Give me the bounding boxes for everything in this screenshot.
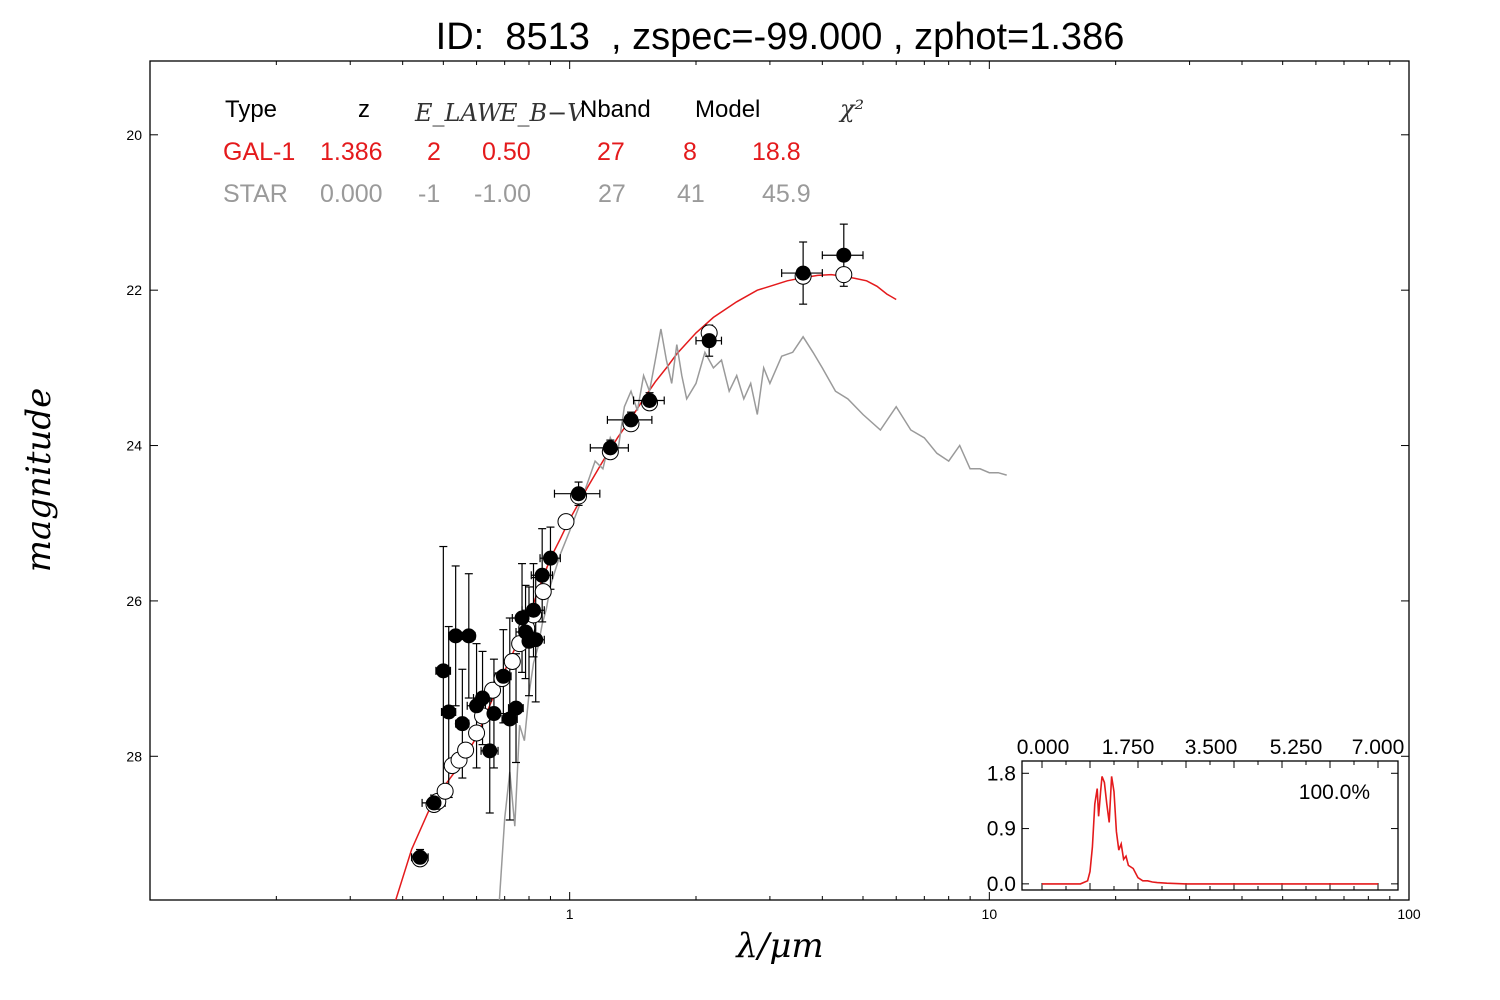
model-lines [394, 273, 1007, 900]
row-star-model: 41 [677, 180, 705, 208]
x-tick-label: 1 [566, 906, 574, 922]
row-gal-elaw: 2 [427, 138, 441, 166]
model-photometry-point [557, 513, 575, 531]
row-gal-chi2: 18.8 [752, 138, 801, 166]
inset-x-tick-label: 0.000 [1017, 736, 1070, 759]
observed-point [642, 392, 658, 408]
table-row-star: STAR 0.000 -1 -1.00 27 41 45.9 [223, 180, 811, 208]
row-star-ebv: -1.00 [474, 180, 531, 208]
observed-point [795, 265, 811, 281]
table-header-type: Type [225, 96, 277, 123]
observed-point [482, 743, 498, 759]
y-tick-label: 26 [126, 593, 142, 609]
observed-point [623, 412, 639, 428]
observed-point [475, 690, 491, 706]
observed-point [602, 440, 618, 456]
inset-pdf-curve [1042, 776, 1378, 885]
y-tick-label: 22 [126, 282, 142, 298]
observed-point [508, 700, 524, 716]
row-star-z: 0.000 [320, 180, 383, 208]
observed-point [534, 567, 550, 583]
inset-x-tick-label: 7.000 [1352, 736, 1405, 759]
y-axis-label: magnitude [19, 388, 59, 573]
table-row-gal: GAL-1 1.386 2 0.50 27 8 18.8 [223, 138, 801, 166]
y-tick-label: 20 [126, 127, 142, 143]
row-star-nband: 27 [598, 180, 626, 208]
table-header-model: Model [695, 96, 760, 123]
observed-point [412, 849, 428, 865]
inset-pdf-line [1042, 776, 1378, 885]
observed-point [701, 333, 717, 349]
inset-axis-ticks: 0.000 1.750 3.500 5.250 7.000 0.0 0.9 1.8 [987, 736, 1404, 896]
observed-point [435, 663, 451, 679]
table-header-ebv: E_B−V [499, 99, 587, 127]
fit-table: Type z E_LAW E_B−V Nband Model χ² GAL-1 … [223, 95, 864, 208]
row-gal-z: 1.386 [320, 138, 383, 166]
model-photometry-point [835, 266, 853, 284]
chart-title: ID: 8513 , zspec=-99.000 , zphot=1.386 [435, 16, 1125, 58]
row-gal-ebv: 0.50 [482, 138, 531, 166]
model-photometry-point [457, 741, 475, 759]
inset-y-tick-label: 0.0 [987, 873, 1016, 896]
x-tick-label: 10 [982, 906, 998, 922]
row-star-chi2: 45.9 [762, 180, 811, 208]
plot-frame [149, 60, 1410, 901]
y-tick-label: 28 [126, 748, 142, 764]
model-photometry-point [468, 724, 486, 742]
inset-x-tick-label: 5.250 [1270, 736, 1323, 759]
row-gal-model: 8 [683, 138, 697, 166]
row-gal-type: GAL-1 [223, 138, 295, 166]
model-photometry-point [436, 782, 454, 800]
table-header-chi2: χ² [838, 95, 864, 123]
table-header-nband: Nband [580, 96, 651, 123]
x-axis-label: λ/μm [734, 926, 823, 966]
inset-x-tick-label: 1.750 [1102, 736, 1155, 759]
observed-point [454, 716, 470, 732]
observed-point [528, 632, 544, 648]
model-photometry-point [534, 583, 552, 601]
photometry-points [410, 223, 864, 868]
observed-point [461, 628, 477, 644]
inset-y-tick-label: 0.9 [987, 818, 1016, 841]
observed-point [571, 486, 587, 502]
inset-annotation: 100.0% [1299, 781, 1370, 804]
observed-point [525, 602, 541, 618]
observed-point [448, 628, 464, 644]
observed-point [486, 706, 502, 722]
observed-point [542, 550, 558, 566]
star-model-line [498, 328, 1007, 900]
row-star-type: STAR [223, 180, 288, 208]
observed-point [441, 704, 457, 720]
observed-point [426, 795, 442, 811]
inset-frame [1021, 760, 1399, 891]
x-tick-label: 100 [1397, 906, 1421, 922]
y-tick-label: 24 [126, 438, 142, 454]
observed-point [514, 610, 530, 626]
pdf-inset: 0.000 1.750 3.500 5.250 7.000 0.0 0.9 1.8 100.0… [987, 736, 1404, 896]
inset-y-tick-label: 1.8 [987, 762, 1016, 785]
inset-x-tick-label: 3.500 [1185, 736, 1238, 759]
table-header-elaw: E_LAW [414, 99, 504, 127]
observed-point [495, 668, 511, 684]
row-gal-nband: 27 [597, 138, 625, 166]
observed-point [836, 247, 852, 263]
model-photometry-point [503, 653, 521, 671]
row-star-elaw: -1 [418, 180, 440, 208]
table-header-z: z [358, 96, 370, 123]
